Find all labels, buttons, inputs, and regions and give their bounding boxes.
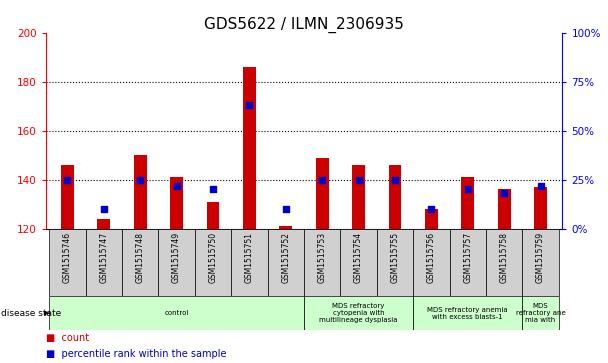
Point: [171, 183, 181, 188]
Text: GSM1515749: GSM1515749: [172, 232, 181, 283]
Bar: [195, 229, 231, 296]
Text: MDS
refractory ane
mia with: MDS refractory ane mia with: [516, 303, 565, 323]
Text: GSM1515748: GSM1515748: [136, 232, 145, 283]
Text: GSM1515747: GSM1515747: [99, 232, 108, 283]
Point: [536, 183, 545, 188]
Point: [136, 177, 145, 183]
Text: GSM1515746: GSM1515746: [63, 232, 72, 283]
Bar: [134, 155, 147, 229]
Bar: [304, 296, 413, 330]
Bar: [280, 226, 292, 229]
Bar: [352, 165, 365, 229]
Text: GSM1515752: GSM1515752: [282, 232, 290, 283]
Bar: [486, 229, 522, 296]
Bar: [340, 229, 377, 296]
Bar: [49, 296, 304, 330]
Text: GSM1515753: GSM1515753: [318, 232, 326, 283]
Bar: [304, 229, 340, 296]
Bar: [389, 165, 401, 229]
Bar: [49, 229, 86, 296]
Text: GSM1515757: GSM1515757: [463, 232, 472, 283]
Bar: [449, 229, 486, 296]
Point: [63, 177, 72, 183]
Text: GSM1515754: GSM1515754: [354, 232, 363, 283]
Point: [208, 187, 218, 192]
Bar: [316, 158, 328, 229]
Bar: [170, 177, 183, 229]
Bar: [268, 229, 304, 296]
Text: ■  count: ■ count: [46, 333, 89, 343]
Point: [499, 191, 509, 196]
Point: [244, 102, 254, 108]
Bar: [377, 229, 413, 296]
Text: control: control: [164, 310, 189, 316]
Bar: [522, 296, 559, 330]
Text: GSM1515755: GSM1515755: [390, 232, 399, 283]
Bar: [122, 229, 159, 296]
Bar: [425, 209, 438, 229]
Text: disease state: disease state: [1, 309, 61, 318]
Bar: [461, 177, 474, 229]
Text: GSM1515756: GSM1515756: [427, 232, 436, 283]
Point: [281, 206, 291, 212]
Title: GDS5622 / ILMN_2306935: GDS5622 / ILMN_2306935: [204, 16, 404, 33]
Text: GSM1515751: GSM1515751: [245, 232, 254, 283]
Text: GSM1515758: GSM1515758: [500, 232, 509, 283]
Text: MDS refractory
cytopenia with
multilineage dysplasia: MDS refractory cytopenia with multilinea…: [319, 303, 398, 323]
Bar: [159, 229, 195, 296]
Bar: [97, 219, 110, 229]
Bar: [413, 229, 449, 296]
Text: GSM1515759: GSM1515759: [536, 232, 545, 283]
Bar: [86, 229, 122, 296]
Bar: [413, 296, 522, 330]
Text: ■  percentile rank within the sample: ■ percentile rank within the sample: [46, 349, 226, 359]
Bar: [498, 189, 511, 229]
Bar: [534, 187, 547, 229]
Point: [317, 177, 327, 183]
Bar: [231, 229, 268, 296]
Point: [99, 206, 109, 212]
Text: MDS refractory anemia
with excess blasts-1: MDS refractory anemia with excess blasts…: [427, 307, 508, 319]
Point: [463, 187, 472, 192]
Point: [427, 206, 437, 212]
Bar: [243, 67, 256, 229]
Bar: [207, 202, 219, 229]
Bar: [61, 165, 74, 229]
Text: GSM1515750: GSM1515750: [209, 232, 218, 283]
Point: [354, 177, 364, 183]
Bar: [522, 229, 559, 296]
Point: [390, 177, 400, 183]
